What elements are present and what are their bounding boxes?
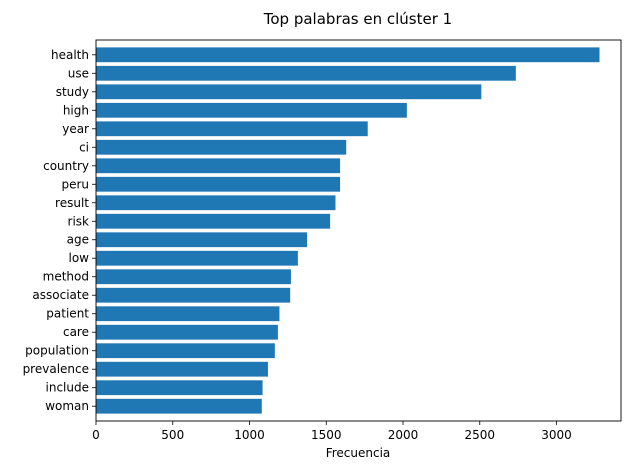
bar-ci [96,139,347,155]
bar-result [96,195,336,211]
y-tick-label: patient [46,307,89,321]
bar-patient [96,306,280,322]
bar-age [96,232,308,248]
bar-include [96,380,263,396]
bar-health [96,47,600,63]
plot-frame [95,39,622,422]
x-axis-ticks: 0 500 1000 1500 2000 2500 3000 [92,421,572,442]
y-tick-label: include [46,381,89,395]
y-tick-label: method [43,270,89,284]
bar-associate [96,287,291,303]
x-tick-label: 1000 [234,428,265,442]
y-tick-label: result [55,196,89,210]
y-tick-label: country [43,159,89,173]
x-tick-label: 3000 [541,428,572,442]
y-tick-label: prevalence [23,362,89,376]
bar-prevalence [96,361,268,377]
bar-high [96,102,407,118]
y-axis-ticks: health use study high year ci country peru resul… [23,48,96,413]
y-tick-label: high [63,103,89,117]
y-tick-label: peru [61,177,89,191]
x-tick-label: 2500 [464,428,495,442]
bar-method [96,269,291,285]
y-tick-label: woman [45,399,89,413]
bars-group [96,47,600,414]
y-tick-label: health [51,48,89,62]
y-tick-label: use [68,66,89,80]
y-tick-label: population [25,344,89,358]
bar-population [96,343,275,359]
x-tick-label: 2000 [388,428,419,442]
y-tick-label: study [56,85,89,99]
y-tick-label: age [67,233,89,247]
bar-risk [96,213,331,229]
bar-peru [96,176,341,192]
x-tick-label: 500 [161,428,184,442]
y-tick-label: risk [68,214,90,228]
y-tick-label: associate [32,288,89,302]
y-tick-label: year [62,122,89,136]
bar-country [96,158,341,174]
x-axis-label: Frecuencia [326,446,391,460]
y-tick-label: ci [79,140,89,154]
bar-woman [96,398,262,414]
y-tick-label: low [69,251,90,265]
x-tick-label: 0 [92,428,100,442]
y-tick-label: care [63,325,89,339]
bar-low [96,250,298,266]
chart-title: Top palabras en clúster 1 [263,10,452,28]
bar-use [96,65,516,81]
bar-study [96,84,482,100]
x-tick-label: 1500 [311,428,342,442]
bar-year [96,121,368,137]
bar-care [96,324,278,340]
